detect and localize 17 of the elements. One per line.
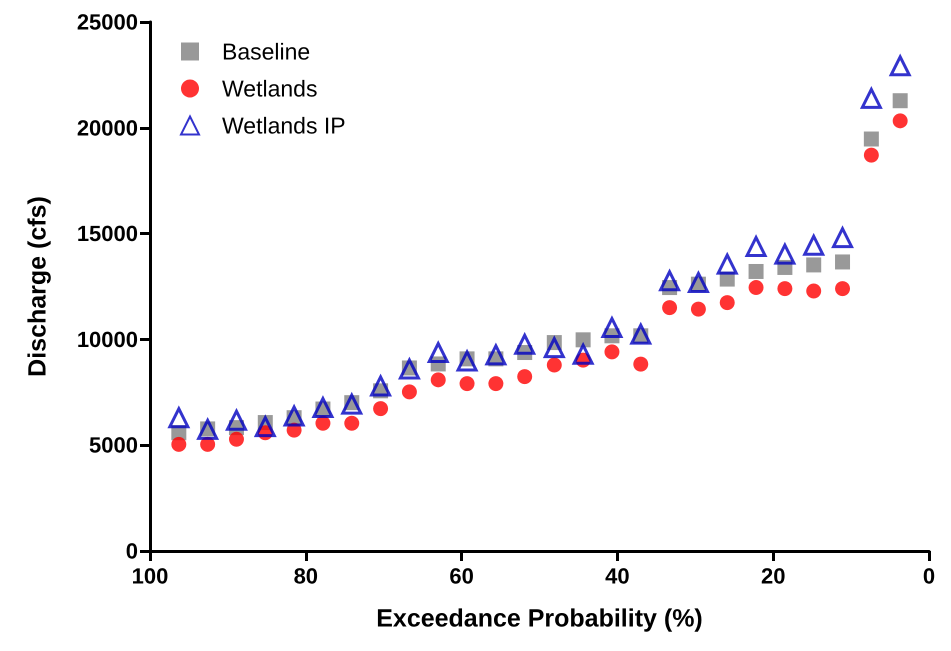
legend-label: Wetlands IP: [222, 112, 346, 138]
y-axis-title: Discharge (cfs): [24, 196, 52, 377]
y-tick-label: 25000: [76, 10, 138, 34]
x-tick-label: 40: [605, 564, 630, 588]
x-tick-label: 80: [294, 564, 318, 588]
legend-label: Baseline: [222, 38, 310, 64]
x-tick-label: 20: [760, 564, 786, 588]
y-tick-label: 15000: [76, 221, 138, 246]
x-axis-title: Exceedance Probability (%): [376, 604, 703, 632]
legend-label: Wetlands: [222, 76, 318, 102]
x-tick-label: 60: [449, 564, 474, 588]
y-tick-label: 10000: [76, 326, 138, 352]
x-tick-label: 0: [922, 564, 936, 588]
x-tick-label: 100: [132, 564, 168, 588]
y-tick-label: 0: [126, 538, 138, 564]
y-tick-label: 5000: [89, 432, 138, 458]
y-tick-label: 20000: [76, 115, 138, 140]
